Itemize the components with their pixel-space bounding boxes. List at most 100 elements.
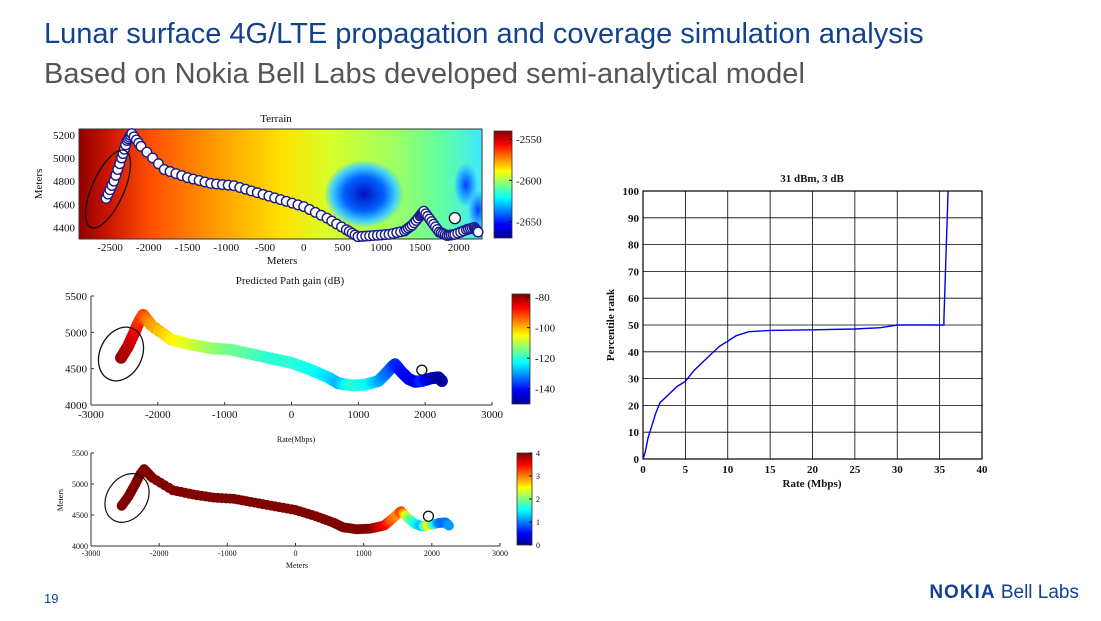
cdf-x-tick-label: 15 xyxy=(765,464,777,476)
terrain-title: Terrain xyxy=(260,113,292,125)
terrain-x-tick-label: 0 xyxy=(301,242,307,254)
rate-x-tick-label: 3000 xyxy=(492,549,508,558)
pathgain-x-tick-label: -1000 xyxy=(212,409,238,421)
pathgain-target-marker xyxy=(416,364,428,376)
cdf-x-tick-label: 0 xyxy=(640,464,646,476)
terrain-y-tick-label: 5200 xyxy=(53,130,76,142)
terrain-frame xyxy=(78,128,483,240)
pathgain-title: Predicted Path gain (dB) xyxy=(236,275,345,287)
terrain-y-ticks: 4400 4600 4800 5000 5200 xyxy=(53,130,76,235)
pathgain-start-ellipse xyxy=(97,326,145,382)
terrain-x-ticks: -2500 -2000 -1500 -1000 -500 0 500 1000 1500 2000 xyxy=(97,242,470,254)
cdf-y-ticks: 0 10 20 30 40 50 60 70 80 90 100 xyxy=(623,186,640,466)
pathgain-y-tick-label: 5500 xyxy=(65,291,88,303)
cdf-x-tick-label: 30 xyxy=(892,464,904,476)
rate-y-tick-label: 5500 xyxy=(72,449,88,458)
terrain-colorbar xyxy=(493,130,513,239)
pathgain-x-ticks: -3000 -2000 -1000 0 1000 2000 3000 xyxy=(78,402,504,421)
cdf-xlabel: Rate (Mbps) xyxy=(783,478,842,490)
terrain-x-tick-label: -2000 xyxy=(136,242,162,254)
pathgain-x-tick-label: 2000 xyxy=(414,409,437,421)
rate-panel: -3000 -2000 -1000 0 1000 2000 3000 4000 4500 500… xyxy=(56,435,540,570)
rate-x-tick-label: -1000 xyxy=(218,549,237,558)
pathgain-x-tick-label: -2000 xyxy=(145,409,171,421)
pathgain-colorbar-ticks: -80 -100 -120 -140 xyxy=(527,292,556,396)
terrain-x-tick-label: -2500 xyxy=(97,242,123,254)
cdf-x-tick-label: 20 xyxy=(807,464,819,476)
terrain-markers xyxy=(448,212,462,225)
cdf-y-tick-label: 90 xyxy=(628,213,640,225)
cdf-y-tick-label: 60 xyxy=(628,293,640,305)
rate-track xyxy=(116,464,454,535)
terrain-y-tick-label: 4600 xyxy=(53,199,76,211)
pathgain-colorbar-tick-label: -80 xyxy=(535,292,550,304)
pathgain-x-tick-label: 0 xyxy=(289,409,295,421)
rate-y-ticks: 4000 4500 5000 5500 xyxy=(72,449,94,551)
pathgain-panel: -3000 -2000 -1000 0 1000 2000 3000 4000 4500 500… xyxy=(65,275,556,421)
pathgain-y-ticks: 4000 4500 5000 5500 xyxy=(65,291,94,412)
pathgain-x-tick-label: 1000 xyxy=(347,409,370,421)
terrain-x-tick-label: 1500 xyxy=(409,242,432,254)
pathgain-colorbar xyxy=(511,293,531,405)
terrain-xlabel: Meters xyxy=(267,255,298,267)
terrain-crater xyxy=(324,160,404,228)
terrain-colorbar-tick-label: -2650 xyxy=(516,217,542,229)
rate-x-ticks: -3000 -2000 -1000 0 1000 2000 3000 xyxy=(82,543,508,558)
rate-x-tick-label: 0 xyxy=(294,549,298,558)
rate-ylabel: Meters xyxy=(56,489,65,511)
terrain-panel: -2500 -2000 -1500 -1000 -500 0 500 1000 1500 2000… xyxy=(33,113,542,267)
cdf-grid xyxy=(642,190,983,460)
cdf-x-tick-label: 25 xyxy=(849,464,861,476)
pathgain-y-tick-label: 4500 xyxy=(65,364,88,376)
rate-y-tick-label: 4500 xyxy=(72,511,88,520)
rate-track-point xyxy=(443,520,454,531)
cdf-x-tick-label: 40 xyxy=(977,464,989,476)
rate-xlabel: Meters xyxy=(286,561,308,570)
cdf-y-tick-label: 40 xyxy=(628,347,640,359)
slide-title: Lunar surface 4G/LTE propagation and cov… xyxy=(44,18,924,50)
logo-suffix: Bell Labs xyxy=(1000,582,1079,603)
terrain-colorbar-tick-label: -2550 xyxy=(516,134,542,146)
rate-colorbar-tick-label: 2 xyxy=(536,495,540,504)
rate-markers xyxy=(422,510,435,522)
terrain-colorbar-ticks: -2550 -2600 -2650 xyxy=(509,134,542,229)
cdf-x-tick-label: 10 xyxy=(722,464,734,476)
cdf-y-tick-label: 20 xyxy=(628,400,640,412)
cdf-y-tick-label: 80 xyxy=(628,240,640,252)
pathgain-track xyxy=(115,308,448,392)
terrain-track xyxy=(100,128,484,243)
terrain-x-tick-label: 1000 xyxy=(370,242,393,254)
cdf-title: 31 dBm, 3 dB xyxy=(780,173,844,185)
cdf-y-tick-label: 70 xyxy=(628,266,640,278)
terrain-x-tick-label: -1500 xyxy=(175,242,201,254)
slide-subtitle: Based on Nokia Bell Labs developed semi-… xyxy=(44,58,805,90)
cdf-y-tick-label: 10 xyxy=(628,427,640,439)
cdf-y-tick-label: 0 xyxy=(634,454,640,466)
cdf-y-tick-label: 100 xyxy=(623,186,640,198)
logo-brand: NOKIA xyxy=(929,582,996,603)
rate-colorbar-tick-label: 3 xyxy=(536,472,540,481)
terrain-colorbar-tick-label: -2600 xyxy=(516,175,542,187)
rate-colorbar-tick-label: 4 xyxy=(536,449,540,458)
pathgain-x-tick-label: 3000 xyxy=(481,409,504,421)
page-number: 19 xyxy=(44,591,59,606)
terrain-y-tick-label: 4800 xyxy=(53,176,76,188)
terrain-start-ellipse xyxy=(84,149,132,229)
terrain-target-marker xyxy=(448,212,462,225)
cdf-x-tick-label: 5 xyxy=(683,464,689,476)
terrain-crater-edge xyxy=(468,190,482,230)
terrain-y-tick-label: 4400 xyxy=(53,222,76,234)
pathgain-y-tick-label: 5000 xyxy=(65,327,88,339)
terrain-y-tick-label: 5000 xyxy=(53,153,76,165)
rate-x-tick-label: -2000 xyxy=(150,549,169,558)
nokia-bell-labs-logo: NOKIA Bell Labs xyxy=(929,582,1079,604)
rate-x-tick-label: 1000 xyxy=(356,549,372,558)
pathgain-track-point xyxy=(435,375,448,388)
cdf-series-line xyxy=(642,190,949,460)
pathgain-x-tick-label: -3000 xyxy=(78,409,104,421)
rate-colorbar-tick-label: 1 xyxy=(536,518,540,527)
rate-start-ellipse xyxy=(104,473,150,523)
cdf-panel: 0 5 10 15 20 25 30 35 40 0102030405060708090100 … xyxy=(605,173,988,490)
terrain-x-tick-label: 500 xyxy=(334,242,351,254)
